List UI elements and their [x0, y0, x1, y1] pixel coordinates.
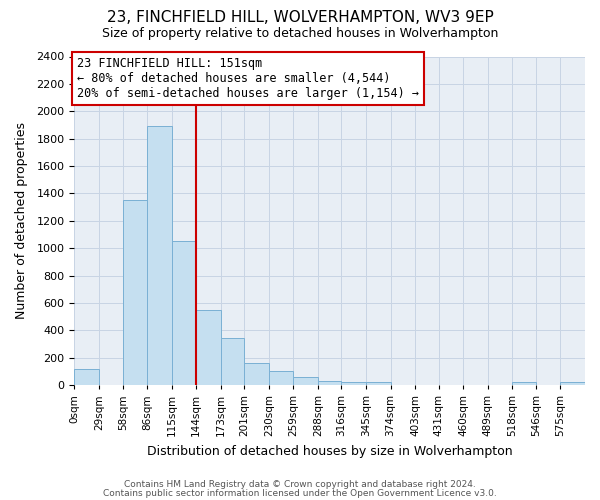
- Text: 23 FINCHFIELD HILL: 151sqm
← 80% of detached houses are smaller (4,544)
20% of s: 23 FINCHFIELD HILL: 151sqm ← 80% of deta…: [77, 57, 419, 100]
- Bar: [221, 338, 244, 385]
- Bar: [172, 242, 196, 385]
- Bar: [341, 382, 366, 385]
- Bar: [318, 381, 341, 385]
- Text: Contains HM Land Registry data © Crown copyright and database right 2024.: Contains HM Land Registry data © Crown c…: [124, 480, 476, 489]
- Text: Contains public sector information licensed under the Open Government Licence v3: Contains public sector information licen…: [103, 488, 497, 498]
- Bar: [366, 382, 391, 385]
- Bar: [512, 382, 536, 385]
- Text: Size of property relative to detached houses in Wolverhampton: Size of property relative to detached ho…: [102, 28, 498, 40]
- Bar: [293, 378, 318, 385]
- Bar: [560, 382, 585, 385]
- Text: 23, FINCHFIELD HILL, WOLVERHAMPTON, WV3 9EP: 23, FINCHFIELD HILL, WOLVERHAMPTON, WV3 …: [107, 10, 493, 25]
- X-axis label: Distribution of detached houses by size in Wolverhampton: Distribution of detached houses by size …: [147, 444, 512, 458]
- Y-axis label: Number of detached properties: Number of detached properties: [15, 122, 28, 320]
- Bar: [147, 126, 172, 385]
- Bar: [244, 363, 269, 385]
- Bar: [269, 370, 293, 385]
- Bar: [196, 310, 221, 385]
- Bar: [124, 200, 147, 385]
- Bar: [74, 368, 99, 385]
